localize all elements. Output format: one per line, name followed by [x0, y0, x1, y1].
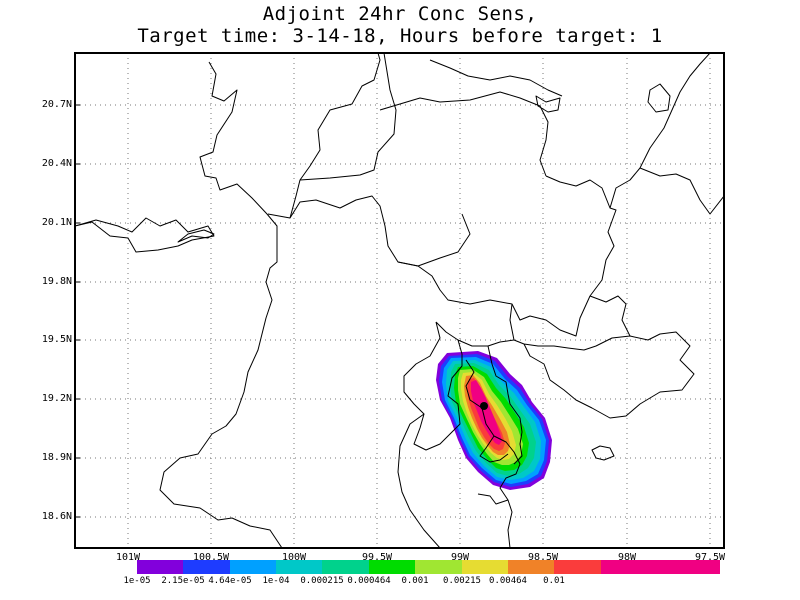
colorbar-swatch-9 — [508, 560, 554, 574]
colorbar-swatch-6 — [369, 560, 415, 574]
colorbar-label: 1e-04 — [262, 576, 290, 586]
x-axis-label: 97.5W — [694, 552, 726, 563]
x-axis-label: 100W — [281, 552, 307, 563]
gridlines — [75, 53, 724, 548]
x-axis-label: 99.5W — [361, 552, 393, 563]
colorbar-swatch-7 — [415, 560, 462, 574]
colorbar-label: 0.00464 — [489, 576, 527, 586]
y-axis-label: 19.2N — [41, 393, 72, 404]
y-axis-label: 20.1N — [41, 217, 72, 228]
colorbar-label: 4.64e-05 — [208, 576, 252, 586]
y-axis-label: 18.6N — [41, 511, 72, 522]
colorbar-label: 0.00215 — [443, 576, 481, 586]
colorbar-swatch-12 — [647, 560, 720, 574]
y-axis-label: 20.7N — [41, 99, 72, 110]
colorbar-label: 0.01 — [543, 576, 565, 586]
sensitivity-plume — [436, 351, 552, 490]
target-marker — [480, 402, 488, 410]
state-boundaries — [75, 53, 724, 548]
colorbar-label: 0.000215 — [300, 576, 344, 586]
x-axis-label: 101W — [115, 552, 141, 563]
plot-frame — [74, 52, 725, 549]
colorbar-label: 0.000464 — [347, 576, 391, 586]
x-axis-label: 99W — [450, 552, 470, 563]
colorbar-swatch-8 — [462, 560, 508, 574]
x-axis-label: 98.5W — [527, 552, 559, 563]
y-axis-label: 20.4N — [41, 158, 72, 169]
colorbar-label: 2.15e-05 — [161, 576, 205, 586]
y-axis-label: 19.8N — [41, 276, 72, 287]
y-ticks — [75, 104, 80, 518]
colorbar-swatch-10 — [554, 560, 601, 574]
colorbar-label: 1e-05 — [123, 576, 151, 586]
colorbar-label: 0.001 — [401, 576, 429, 586]
contour-max — [471, 380, 502, 445]
colorbar-swatch-1 — [137, 560, 183, 574]
colorbar — [137, 560, 720, 574]
colorbar-swatch-3 — [230, 560, 276, 574]
y-axis-label: 19.5N — [41, 334, 72, 345]
colorbar-swatch-4 — [276, 560, 322, 574]
colorbar-swatch-5 — [322, 560, 369, 574]
x-axis-label: 98W — [617, 552, 637, 563]
x-axis-label: 100.5W — [192, 552, 230, 563]
colorbar-swatch-11 — [601, 560, 647, 574]
y-axis-label: 18.9N — [41, 452, 72, 463]
colorbar-swatch-2 — [183, 560, 230, 574]
map-title-line1: Adjoint 24hr Conc Sens, — [262, 3, 538, 25]
map-title-line2: Target time: 3-14-18, Hours before targe… — [137, 25, 663, 47]
